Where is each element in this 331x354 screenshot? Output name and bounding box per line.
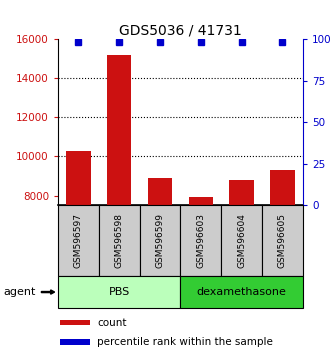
Bar <box>189 198 213 205</box>
Bar <box>107 55 131 205</box>
Text: dexamethasone: dexamethasone <box>197 287 287 297</box>
Bar <box>60 339 90 344</box>
Text: GSM596605: GSM596605 <box>278 213 287 268</box>
Bar <box>221 205 262 276</box>
Text: PBS: PBS <box>109 287 130 297</box>
Bar <box>180 205 221 276</box>
Bar <box>229 180 254 205</box>
Bar <box>66 150 91 205</box>
Title: GDS5036 / 41731: GDS5036 / 41731 <box>119 24 242 38</box>
Text: agent: agent <box>3 287 36 297</box>
Text: GSM596597: GSM596597 <box>74 213 83 268</box>
Text: GSM596603: GSM596603 <box>196 213 205 268</box>
Bar <box>270 170 295 205</box>
Bar <box>148 178 172 205</box>
Bar <box>180 276 303 308</box>
Text: GSM596598: GSM596598 <box>115 213 124 268</box>
Bar <box>99 205 140 276</box>
Bar <box>58 276 180 308</box>
Bar <box>262 205 303 276</box>
Bar <box>58 205 99 276</box>
Bar <box>60 320 90 325</box>
Text: count: count <box>97 318 127 328</box>
Text: GSM596604: GSM596604 <box>237 213 246 268</box>
Bar <box>140 205 180 276</box>
Text: percentile rank within the sample: percentile rank within the sample <box>97 337 273 347</box>
Text: GSM596599: GSM596599 <box>156 213 165 268</box>
